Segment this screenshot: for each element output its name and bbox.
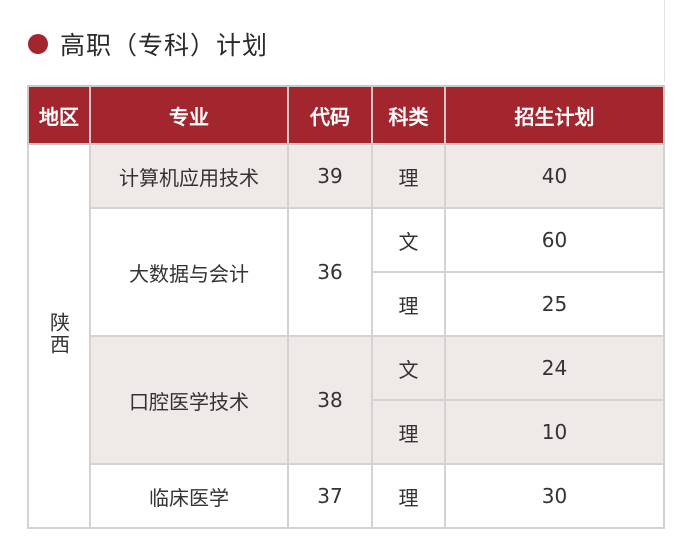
enrollment-plan-table: 地区 专业 代码 科类 招生计划 陕西 计算机应用技术 39 理 40 大数据与… xyxy=(27,85,665,529)
table-row: 理 25 xyxy=(28,271,665,337)
category-cell: 理 xyxy=(371,143,446,209)
major-cell: 临床医学 xyxy=(89,463,289,529)
header-category: 科类 xyxy=(371,85,446,145)
category-cell: 理 xyxy=(371,399,446,465)
category-cell: 文 xyxy=(371,207,446,273)
major-cell: 大数据与会计 xyxy=(89,207,289,337)
table-row: 大数据与会计 36 文 60 xyxy=(28,207,665,337)
code-cell: 37 xyxy=(287,463,373,529)
divider xyxy=(664,0,665,82)
plan-cell: 40 xyxy=(444,143,665,209)
category-cell: 理 xyxy=(371,271,446,337)
header-code: 代码 xyxy=(287,85,373,145)
plan-cell: 30 xyxy=(444,463,665,529)
region-cell: 陕西 xyxy=(27,143,91,529)
plan-cell: 24 xyxy=(444,335,665,401)
header-row: 地区 专业 代码 科类 招生计划 xyxy=(27,85,665,145)
code-cell: 38 xyxy=(287,335,373,465)
plan-cell: 60 xyxy=(444,207,665,273)
bullet-icon xyxy=(28,34,48,54)
table-row: 理 10 xyxy=(28,399,665,465)
plan-cell: 25 xyxy=(444,271,665,337)
table-row: 临床医学 37 理 30 xyxy=(28,463,665,529)
category-cell: 理 xyxy=(371,463,446,529)
title-text: 高职（专科）计划 xyxy=(60,31,269,60)
major-cell: 计算机应用技术 xyxy=(89,143,289,209)
header-major: 专业 xyxy=(89,85,289,145)
header-region: 地区 xyxy=(27,85,91,145)
table-row: 陕西 计算机应用技术 39 理 40 xyxy=(27,143,665,529)
code-cell: 39 xyxy=(287,143,373,209)
header-plan: 招生计划 xyxy=(444,85,665,145)
plan-cell: 10 xyxy=(444,399,665,465)
section-title: 高职（专科）计划 xyxy=(28,24,268,64)
table-row: 口腔医学技术 38 文 24 xyxy=(28,335,665,465)
code-cell: 36 xyxy=(287,207,373,337)
category-cell: 文 xyxy=(371,335,446,401)
major-cell: 口腔医学技术 xyxy=(89,335,289,465)
